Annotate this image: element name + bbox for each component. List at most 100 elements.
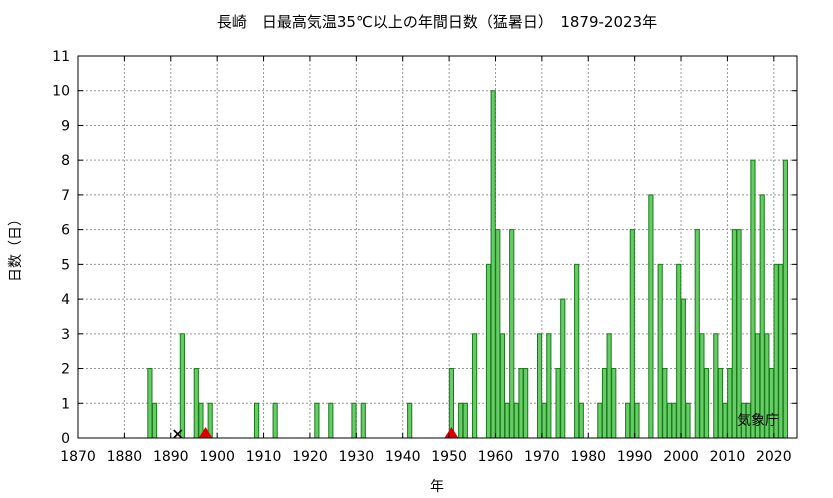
- x-tick-label: 1890: [153, 449, 189, 465]
- y-axis-label: 日数（日）: [8, 212, 24, 282]
- bar: [731, 229, 737, 439]
- x-tick-label: 1960: [478, 449, 514, 465]
- bar: [782, 159, 788, 439]
- y-tick-label: 9: [61, 118, 70, 134]
- x-tick-label: 1970: [524, 449, 560, 465]
- bar: [458, 402, 464, 439]
- bar: [574, 263, 580, 439]
- y-tick-label: 4: [61, 292, 70, 308]
- bar: [495, 229, 501, 439]
- bar: [407, 402, 413, 439]
- bar: [671, 402, 677, 439]
- bar: [694, 229, 700, 439]
- y-tick-label: 11: [52, 49, 70, 65]
- x-tick-label: 1990: [617, 449, 653, 465]
- bar: [666, 402, 673, 439]
- bar: [254, 402, 260, 439]
- bar: [703, 368, 710, 439]
- bar: [750, 159, 756, 439]
- bar: [147, 368, 153, 439]
- x-tick-label: 2020: [756, 449, 792, 465]
- bar: [611, 368, 617, 439]
- x-tick-label: 1910: [246, 449, 282, 465]
- bar: [680, 298, 686, 439]
- bar: [328, 402, 334, 439]
- bar: [597, 402, 603, 439]
- bar: [151, 402, 158, 439]
- bar: [560, 298, 566, 439]
- y-ticks: 0 1 2 3 4 5 6 7 8 9 10 11: [52, 49, 797, 447]
- x-tick-label: 1920: [292, 449, 328, 465]
- x-tick-label: 1940: [385, 449, 421, 465]
- x-tick-label: 1980: [570, 449, 606, 465]
- bar: [351, 402, 357, 439]
- grid: [78, 56, 797, 438]
- bar: [541, 402, 547, 439]
- bar: [504, 402, 510, 439]
- bar: [509, 229, 515, 439]
- bar: [648, 194, 654, 439]
- x-tick-label: 1870: [60, 449, 96, 465]
- bar: [485, 263, 492, 439]
- x-tick-label: 1900: [199, 449, 235, 465]
- bar: [490, 90, 496, 439]
- bar: [676, 263, 682, 439]
- bar: [472, 333, 478, 439]
- y-tick-label: 3: [61, 327, 70, 343]
- y-tick-label: 5: [61, 257, 70, 273]
- missing-data-marker: [173, 429, 183, 439]
- bar: [634, 402, 640, 439]
- bar: [499, 333, 506, 439]
- bar: [518, 368, 524, 439]
- bar: [778, 263, 784, 439]
- y-tick-label: 10: [52, 84, 70, 100]
- bar: [555, 368, 561, 439]
- bar: [625, 402, 631, 439]
- bar: [773, 263, 779, 439]
- x-tick-label: 1880: [107, 449, 143, 465]
- source-label: 気象庁: [737, 413, 779, 429]
- y-tick-label: 0: [61, 431, 70, 447]
- bar: [662, 368, 668, 439]
- bar: [713, 333, 719, 439]
- bar: [685, 402, 691, 439]
- bar: [629, 229, 635, 439]
- bar: [360, 402, 366, 439]
- bar: [546, 333, 552, 439]
- bar: [179, 333, 185, 439]
- station-change-marker: [198, 427, 213, 438]
- bar: [699, 333, 705, 439]
- y-tick-label: 8: [61, 153, 70, 169]
- bar: [523, 368, 529, 439]
- bar: [601, 368, 608, 439]
- y-tick-label: 7: [61, 188, 70, 204]
- bar: [736, 229, 742, 439]
- bar: [462, 402, 468, 439]
- bar: [314, 402, 320, 439]
- x-tick-label: 1930: [339, 449, 375, 465]
- chart-title: 長崎 日最高気温35℃以上の年間日数（猛暑日） 1879-2023年: [217, 13, 657, 31]
- bar: [722, 402, 728, 439]
- y-tick-label: 1: [61, 396, 70, 412]
- x-tick-label: 2010: [710, 449, 746, 465]
- y-tick-label: 2: [61, 362, 70, 378]
- bar: [536, 333, 543, 439]
- bar: [272, 402, 278, 439]
- bar: [717, 368, 724, 439]
- bar: [193, 368, 199, 439]
- plot-frame: [77, 55, 798, 439]
- x-tick-label: 2000: [663, 449, 699, 465]
- bar: [759, 194, 765, 439]
- markers: [173, 427, 459, 439]
- bar: [727, 368, 733, 439]
- bar: [657, 263, 663, 439]
- station-change-marker: [444, 427, 459, 438]
- x-tick-label: 1950: [431, 449, 467, 465]
- y-tick-label: 6: [61, 223, 70, 239]
- bar: [606, 333, 612, 439]
- bar: [578, 402, 584, 439]
- x-axis-label: 年: [430, 479, 444, 495]
- x-ticks: 1870 1880 1890 1900 1910 1920 1930 1940 1950 1960…: [60, 56, 792, 465]
- bars: [147, 90, 788, 439]
